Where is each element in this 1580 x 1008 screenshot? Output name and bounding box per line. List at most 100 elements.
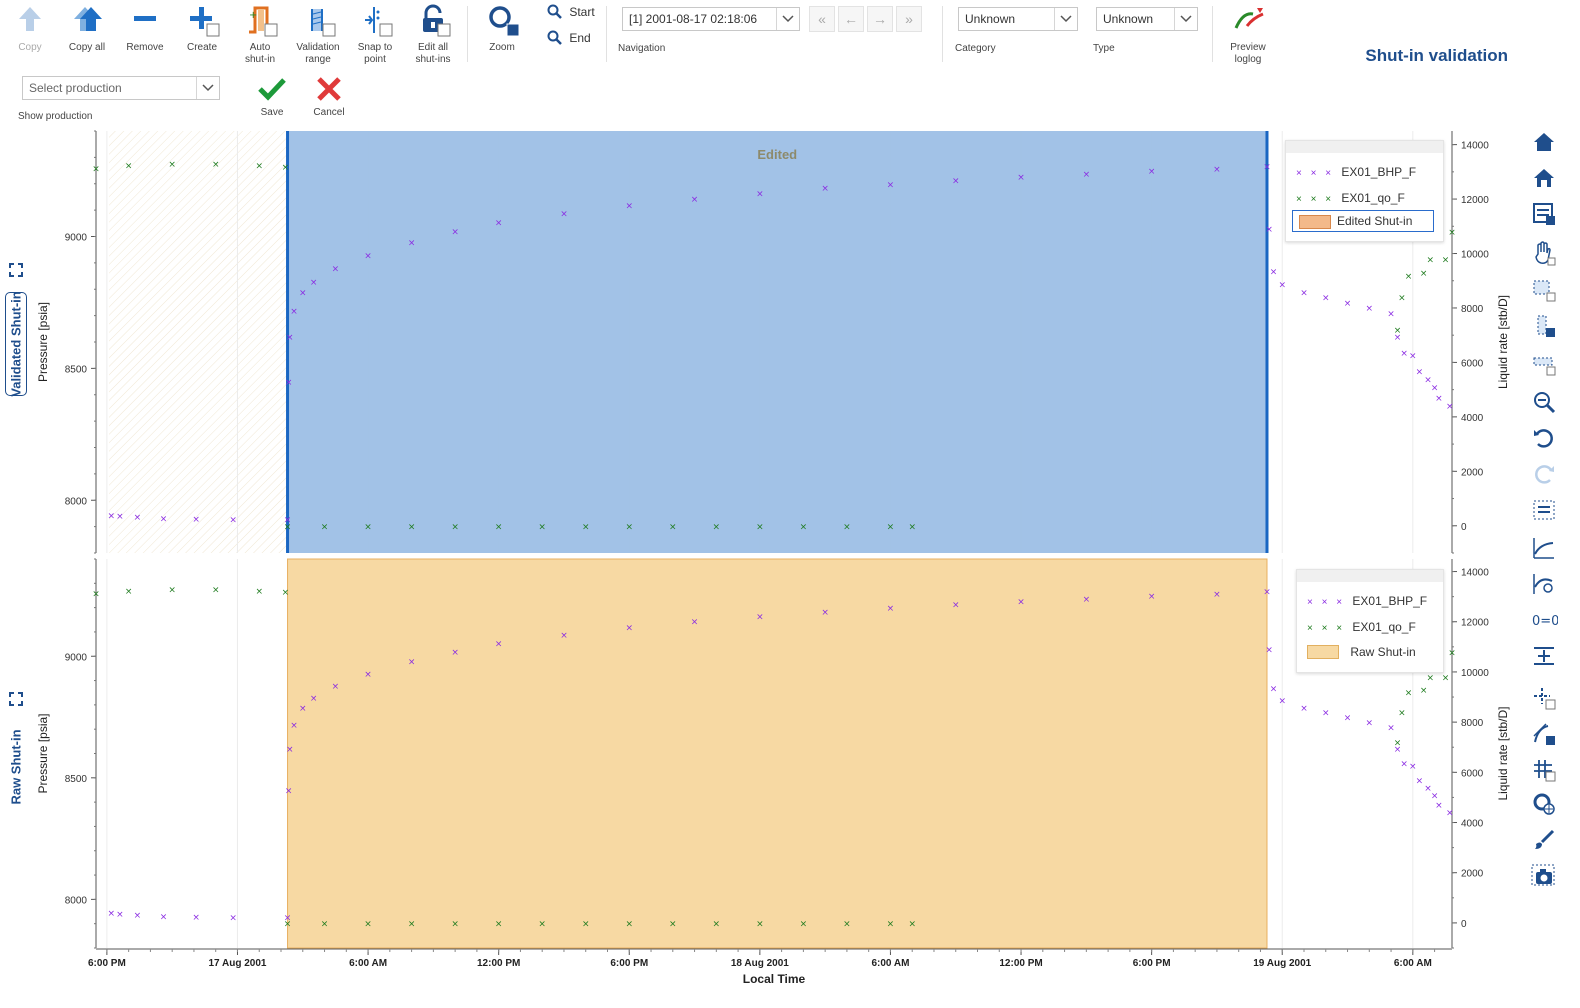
legend-item-raw-shutin[interactable]: Raw Shut-in: [1307, 644, 1416, 659]
data-point: ×: [125, 587, 133, 597]
camera-icon[interactable]: [1528, 864, 1560, 894]
redo-zoom-icon[interactable]: [1528, 462, 1560, 492]
cancel-button[interactable]: Cancel: [301, 74, 357, 119]
preview-loglog-button[interactable]: Preview loglog: [1220, 4, 1276, 66]
y-zoom-icon[interactable]: [1528, 352, 1560, 382]
legend-item-bhp[interactable]: × × × EX01_BHP_F: [1296, 165, 1417, 179]
pan-hand-icon[interactable]: [1528, 240, 1560, 270]
data-point: ×: [1424, 375, 1432, 385]
legend-item-qo[interactable]: × × × EX01_qo_F: [1296, 191, 1405, 205]
swatch-icon: [1307, 644, 1339, 659]
select-production-dropdown[interactable]: Select production: [22, 76, 220, 100]
data-point: ×: [843, 522, 851, 532]
x-zoom-icon[interactable]: [1528, 314, 1560, 344]
data-point: ×: [1426, 255, 1434, 265]
navigation-label: Navigation: [618, 43, 666, 54]
data-point: ×: [1400, 349, 1408, 359]
legend-item-bhp[interactable]: × × × EX01_BHP_F: [1307, 594, 1428, 608]
type-select[interactable]: Unknown: [1096, 7, 1198, 31]
box-zoom-icon[interactable]: [1528, 278, 1560, 308]
data-point: ×: [1420, 686, 1428, 696]
data-point: ×: [255, 587, 263, 597]
data-point: ×: [229, 516, 237, 526]
tangent-icon[interactable]: [1528, 722, 1560, 752]
marker-settings-icon[interactable]: [1528, 792, 1560, 822]
data-point: ×: [1416, 777, 1424, 787]
chevron-down-icon: [776, 8, 799, 30]
data-point: ×: [284, 516, 292, 526]
navigation-select[interactable]: [1] 2001-08-17 02:18:06: [622, 7, 800, 31]
data-point: ×: [1387, 723, 1395, 733]
zoom-button[interactable]: Zoom: [474, 4, 530, 54]
start-button[interactable]: Start: [547, 4, 595, 22]
create-button[interactable]: Create: [174, 4, 230, 54]
data-point: ×: [1394, 326, 1402, 336]
category-label: Category: [955, 43, 996, 54]
legend-item-qo[interactable]: × × × EX01_qo_F: [1307, 620, 1416, 634]
auto-shutin-icon: +: [245, 4, 278, 37]
data-point: ×: [1400, 760, 1408, 770]
data-point: ×: [495, 522, 503, 532]
home-all-icon[interactable]: [1528, 166, 1560, 196]
x-tick-label: 6:00 AM: [349, 958, 387, 969]
snap-to-point-button[interactable]: Snap to point: [347, 4, 403, 66]
chevron-down-icon: [196, 77, 219, 99]
copy-all-button[interactable]: Copy all: [59, 4, 115, 54]
end-button[interactable]: End: [547, 30, 591, 48]
x-tick-label: 18 Aug 2001: [731, 958, 789, 969]
data-point: ×: [887, 604, 895, 614]
nav-previous-button[interactable]: ←: [838, 6, 864, 32]
select-range-icon[interactable]: [1528, 498, 1560, 528]
nav-last-button[interactable]: »: [896, 6, 922, 32]
left-tick-label: 8500: [65, 774, 88, 785]
layout-icon[interactable]: [1528, 202, 1560, 232]
curve-icon[interactable]: [1528, 536, 1560, 566]
right-tick-label: 8000: [1461, 304, 1484, 315]
raw-shutin-tab[interactable]: Raw Shut-in: [8, 729, 24, 805]
nav-first-button[interactable]: «: [809, 6, 835, 32]
grid-icon[interactable]: [1528, 758, 1560, 788]
category-select[interactable]: Unknown: [958, 7, 1078, 31]
auto-shutin-button[interactable]: + Auto shut-in: [232, 4, 288, 66]
zoom-out-icon[interactable]: [1528, 390, 1560, 420]
data-point: ×: [332, 682, 340, 692]
data-point: ×: [192, 913, 200, 923]
save-button[interactable]: Save: [244, 74, 300, 119]
undo-zoom-icon[interactable]: [1528, 426, 1560, 456]
validation-range-button[interactable]: Validation range: [290, 4, 346, 66]
data-point: ×: [582, 522, 590, 532]
double-chevron-right-icon: »: [905, 11, 913, 27]
arrow-left-icon: ←: [844, 11, 858, 27]
align-axes-icon[interactable]: [1528, 644, 1560, 674]
data-point: ×: [843, 919, 851, 929]
legend-item-edited-shutin[interactable]: Edited Shut-in: [1292, 210, 1434, 232]
data-point: ×: [160, 515, 168, 525]
curve-zoom-icon[interactable]: [1528, 572, 1560, 602]
data-point: ×: [625, 919, 633, 929]
data-point: ×: [92, 589, 100, 599]
expand-icon[interactable]: [8, 262, 24, 278]
zero-zero-icon[interactable]: 0=0: [1528, 608, 1560, 638]
copy-button[interactable]: Copy: [2, 4, 58, 54]
nav-next-button[interactable]: →: [867, 6, 893, 32]
validated-shutin-tab[interactable]: Validated Shut-in: [5, 291, 27, 397]
data-point: ×: [1394, 739, 1402, 749]
expand-icon[interactable]: [8, 691, 24, 707]
data-point: ×: [282, 588, 290, 598]
remove-button[interactable]: Remove: [117, 4, 173, 54]
data-point: ×: [1213, 165, 1221, 175]
loglog-preview-icon: [1233, 4, 1264, 34]
zoom-start-icon: [547, 4, 562, 19]
edit-all-shutins-button[interactable]: Edit all shut-ins: [405, 4, 461, 66]
right-tick-label: 6000: [1461, 358, 1484, 369]
right-tick-label: 12000: [1461, 195, 1489, 206]
brush-icon[interactable]: [1528, 828, 1560, 858]
home-icon[interactable]: [1528, 130, 1560, 160]
x-tick-label: 19 Aug 2001: [1253, 958, 1311, 969]
crosshair-icon[interactable]: [1528, 686, 1560, 716]
left-tick-label: 9000: [65, 233, 88, 244]
data-point: ×: [1366, 304, 1374, 314]
data-point: ×: [1270, 684, 1278, 694]
data-point: ×: [1405, 272, 1413, 282]
